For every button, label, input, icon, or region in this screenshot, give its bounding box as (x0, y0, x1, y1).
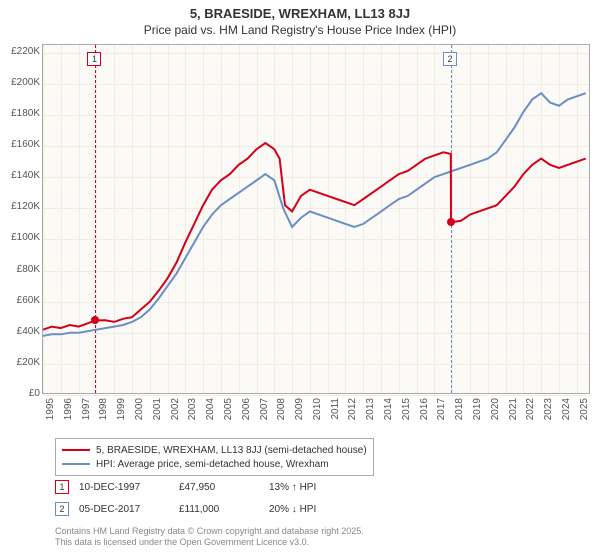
series-line (43, 93, 586, 336)
x-tick-label: 1999 (116, 398, 127, 428)
x-tick-label: 2006 (241, 398, 252, 428)
footer-line-1: Contains HM Land Registry data © Crown c… (55, 526, 364, 537)
x-tick-label: 2013 (365, 398, 376, 428)
y-tick-label: £60K (2, 295, 40, 306)
event-date: 05-DEC-2017 (79, 504, 179, 515)
x-tick-label: 2001 (152, 398, 163, 428)
legend-row: HPI: Average price, semi-detached house,… (62, 457, 367, 471)
event-delta: 20% ↓ HPI (269, 504, 316, 515)
marker-box-2: 2 (443, 52, 457, 66)
legend-swatch (62, 463, 90, 465)
x-tick-label: 2008 (276, 398, 287, 428)
chart-container: 5, BRAESIDE, WREXHAM, LL13 8JJ Price pai… (0, 0, 600, 560)
x-tick-label: 2025 (579, 398, 590, 428)
series-svg (43, 45, 591, 395)
event-date: 10-DEC-1997 (79, 482, 179, 493)
footer-line-2: This data is licensed under the Open Gov… (55, 537, 364, 548)
x-tick-label: 2023 (543, 398, 554, 428)
title-line-1: 5, BRAESIDE, WREXHAM, LL13 8JJ (0, 6, 600, 21)
x-tick-label: 2012 (347, 398, 358, 428)
x-tick-label: 1998 (98, 398, 109, 428)
y-tick-label: £200K (2, 77, 40, 88)
x-tick-label: 2014 (383, 398, 394, 428)
x-tick-label: 2002 (170, 398, 181, 428)
y-tick-label: £40K (2, 326, 40, 337)
y-tick-label: £80K (2, 264, 40, 275)
marker-box-1: 1 (87, 52, 101, 66)
x-tick-label: 2017 (436, 398, 447, 428)
x-tick-label: 1995 (45, 398, 56, 428)
plot-area (42, 44, 590, 394)
x-tick-label: 1997 (81, 398, 92, 428)
x-tick-label: 1996 (63, 398, 74, 428)
x-tick-label: 2015 (401, 398, 412, 428)
x-tick-label: 2011 (330, 398, 341, 428)
x-tick-label: 2009 (294, 398, 305, 428)
x-tick-label: 2016 (419, 398, 430, 428)
y-tick-label: £120K (2, 201, 40, 212)
x-tick-label: 2004 (205, 398, 216, 428)
y-tick-label: £100K (2, 232, 40, 243)
x-tick-label: 2007 (259, 398, 270, 428)
event-delta: 13% ↑ HPI (269, 482, 316, 493)
legend: 5, BRAESIDE, WREXHAM, LL13 8JJ (semi-det… (55, 438, 374, 476)
x-tick-label: 2000 (134, 398, 145, 428)
footer: Contains HM Land Registry data © Crown c… (55, 526, 364, 549)
x-tick-label: 2010 (312, 398, 323, 428)
event-row-1: 1 10-DEC-1997£47,95013% ↑ HPI (55, 480, 316, 494)
y-tick-label: £140K (2, 170, 40, 181)
x-tick-label: 2020 (490, 398, 501, 428)
event-marker-box: 2 (55, 502, 69, 516)
event-marker-box: 1 (55, 480, 69, 494)
title-line-2: Price paid vs. HM Land Registry's House … (0, 23, 600, 37)
x-tick-label: 2024 (561, 398, 572, 428)
title-block: 5, BRAESIDE, WREXHAM, LL13 8JJ Price pai… (0, 0, 600, 37)
legend-row: 5, BRAESIDE, WREXHAM, LL13 8JJ (semi-det… (62, 443, 367, 457)
series-line (43, 143, 586, 330)
y-tick-label: £220K (2, 46, 40, 57)
legend-label: 5, BRAESIDE, WREXHAM, LL13 8JJ (semi-det… (96, 445, 367, 456)
x-tick-label: 2022 (525, 398, 536, 428)
legend-label: HPI: Average price, semi-detached house,… (96, 459, 329, 470)
y-tick-label: £0 (2, 388, 40, 399)
x-tick-label: 2003 (187, 398, 198, 428)
x-tick-label: 2021 (508, 398, 519, 428)
legend-swatch (62, 449, 90, 451)
y-tick-label: £180K (2, 108, 40, 119)
y-tick-label: £160K (2, 139, 40, 150)
event-price: £111,000 (179, 504, 269, 515)
x-tick-label: 2019 (472, 398, 483, 428)
x-tick-label: 2005 (223, 398, 234, 428)
event-price: £47,950 (179, 482, 269, 493)
gridline-h (43, 395, 589, 396)
x-tick-label: 2018 (454, 398, 465, 428)
y-tick-label: £20K (2, 357, 40, 368)
event-row-2: 2 05-DEC-2017£111,00020% ↓ HPI (55, 502, 316, 516)
